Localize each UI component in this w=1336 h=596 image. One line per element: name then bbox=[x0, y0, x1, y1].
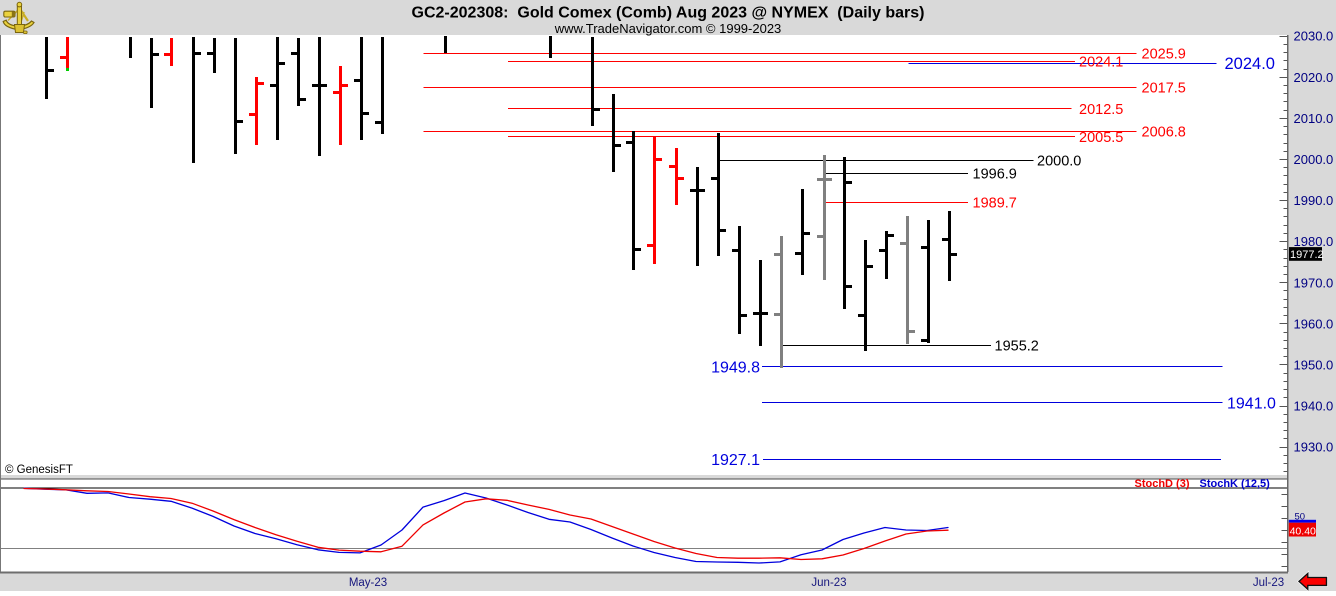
svg-text:1960.0: 1960.0 bbox=[1294, 316, 1334, 331]
svg-text:2020.0: 2020.0 bbox=[1294, 70, 1334, 85]
svg-text:1970.0: 1970.0 bbox=[1294, 275, 1334, 290]
svg-text:May-23: May-23 bbox=[349, 577, 387, 589]
svg-text:2005.5: 2005.5 bbox=[1079, 130, 1123, 146]
svg-text:StochD (3): StochD (3) bbox=[1135, 478, 1190, 490]
svg-text:Jun-23: Jun-23 bbox=[811, 577, 846, 589]
svg-text:2010.0: 2010.0 bbox=[1294, 111, 1334, 126]
svg-text:2017.5: 2017.5 bbox=[1142, 81, 1186, 97]
svg-text:1950.0: 1950.0 bbox=[1294, 358, 1334, 373]
svg-text:1930.0: 1930.0 bbox=[1294, 440, 1334, 455]
svg-text:2000.0: 2000.0 bbox=[1037, 153, 1081, 169]
svg-text:40.40: 40.40 bbox=[1290, 525, 1316, 537]
svg-text:1977.2: 1977.2 bbox=[1290, 249, 1324, 261]
svg-text:2024.0: 2024.0 bbox=[1225, 55, 1275, 73]
svg-text:© GenesisFT: © GenesisFT bbox=[5, 464, 73, 476]
svg-text:1927.1: 1927.1 bbox=[711, 452, 760, 469]
svg-text:2025.9: 2025.9 bbox=[1142, 46, 1186, 62]
svg-text:1941.0: 1941.0 bbox=[1227, 396, 1276, 413]
svg-text:50: 50 bbox=[1295, 512, 1306, 523]
svg-text:GC2-202308: Gold Comex (Comb): GC2-202308: Gold Comex (Comb) Aug 2023 @… bbox=[412, 5, 925, 22]
svg-text:2012.5: 2012.5 bbox=[1079, 102, 1123, 118]
svg-text:2006.8: 2006.8 bbox=[1142, 125, 1186, 141]
svg-text:1990.0: 1990.0 bbox=[1294, 193, 1334, 208]
svg-text:1955.2: 1955.2 bbox=[995, 339, 1039, 355]
svg-text:1940.0: 1940.0 bbox=[1294, 399, 1334, 414]
svg-text:1989.7: 1989.7 bbox=[973, 196, 1017, 212]
svg-text:2030.0: 2030.0 bbox=[1294, 29, 1334, 44]
svg-text:2024.1: 2024.1 bbox=[1079, 55, 1123, 71]
svg-text:www.TradeNavigator.com © 1999-: www.TradeNavigator.com © 1999-2023 bbox=[554, 21, 782, 36]
svg-text:1980.0: 1980.0 bbox=[1294, 234, 1334, 249]
svg-text:1949.8: 1949.8 bbox=[711, 359, 760, 376]
svg-text:2000.0: 2000.0 bbox=[1294, 152, 1334, 167]
svg-text:1996.9: 1996.9 bbox=[973, 166, 1017, 182]
svg-text:Jul-23: Jul-23 bbox=[1253, 577, 1284, 589]
svg-text:StochK (12,5): StochK (12,5) bbox=[1200, 478, 1271, 490]
